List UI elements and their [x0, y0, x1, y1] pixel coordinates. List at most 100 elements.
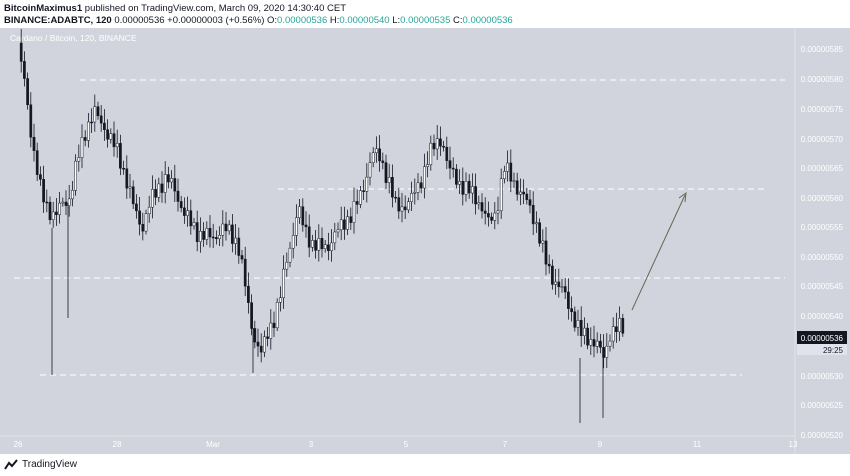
candle-body — [471, 186, 474, 194]
chart-watermark: Cardano / Bitcoin, 120, BINANCE — [10, 33, 137, 43]
open-label: O: — [267, 15, 278, 26]
candle-body — [442, 145, 445, 148]
candle-body — [125, 168, 129, 189]
candle-body — [298, 206, 301, 218]
candle-body — [407, 201, 410, 211]
current-price-marker: 0.00000536 29:25 — [797, 331, 847, 355]
candle-body — [467, 181, 471, 194]
candle-body — [173, 178, 177, 192]
candle-body — [317, 238, 321, 251]
candle-body — [608, 340, 612, 347]
price-tick-label: 0.00000520 — [801, 431, 844, 440]
candle-body — [567, 291, 570, 309]
candle-body — [519, 191, 522, 195]
author-name[interactable]: BitcoinMaximus1 — [4, 3, 83, 14]
candle-body — [480, 202, 484, 212]
price-axis[interactable]: 0.00000585 0.00000580 0.00000575 0.00000570… — [801, 45, 844, 440]
candle-body — [157, 183, 161, 198]
candle-body — [560, 286, 564, 288]
brand-name[interactable]: TradingView — [22, 459, 78, 470]
symbol-label: BINANCE:ADABTC, 120 — [4, 15, 112, 26]
candle-body — [410, 193, 413, 202]
candle-body — [371, 152, 375, 163]
candle-body — [535, 222, 538, 225]
candle-body — [282, 268, 285, 298]
candle-body — [573, 311, 577, 328]
candle-body — [605, 345, 609, 358]
candle-body — [71, 190, 74, 200]
candle-body — [432, 142, 436, 150]
candle-body — [58, 202, 61, 215]
change-value: 0.00000536 — [114, 15, 165, 26]
high-label: H: — [329, 15, 340, 26]
price-tick-label: 0.00000550 — [801, 253, 844, 262]
candle-body — [451, 167, 455, 170]
candle-body — [189, 210, 193, 227]
candle-body — [221, 223, 225, 236]
low-label: L: — [392, 15, 401, 26]
candle-body — [483, 210, 487, 214]
candle-body — [195, 222, 199, 242]
candle-body — [307, 226, 311, 248]
time-axis[interactable]: 26 28 Mar 3 5 7 9 11 13 — [14, 440, 798, 449]
candle-body — [285, 261, 289, 270]
candle-body — [368, 162, 372, 178]
candle-body — [343, 219, 346, 230]
candle-body — [355, 201, 359, 205]
current-price-label: 0.00000536 — [801, 334, 844, 343]
candle-body — [384, 162, 388, 183]
price-tick-label: 0.00000560 — [801, 194, 844, 203]
candle-body — [269, 322, 273, 339]
publish-text: published on TradingView.com, March 09, … — [84, 3, 347, 14]
candle-body — [621, 318, 625, 334]
price-tick-label: 0.00000525 — [801, 401, 844, 410]
candle-body — [391, 177, 394, 198]
candle-body — [346, 216, 349, 230]
candle-body — [109, 133, 113, 140]
candle-body — [579, 320, 583, 337]
support-resistance-lines[interactable] — [14, 79, 785, 376]
candle-body — [544, 240, 548, 265]
candle-body — [179, 201, 183, 209]
candle-body — [39, 174, 42, 180]
candle-body — [90, 121, 93, 124]
candle-body — [48, 201, 52, 220]
candle-body — [551, 265, 554, 285]
candle-body — [151, 189, 154, 208]
trend-arrow[interactable] — [631, 191, 687, 311]
candle-body — [202, 231, 205, 240]
price-chart[interactable]: Cardano / Bitcoin, 120, BINANCE 0.000005… — [0, 28, 850, 454]
candle-body — [439, 138, 442, 147]
candle-body — [570, 308, 573, 313]
candle-body — [615, 326, 618, 332]
candle-body — [327, 244, 330, 251]
candle-body — [96, 106, 100, 117]
candle-body — [445, 146, 449, 161]
time-tick-label: 28 — [113, 440, 122, 449]
candle-body — [515, 180, 519, 195]
candle-body — [336, 229, 340, 233]
candle-body — [23, 61, 26, 79]
candle-body — [547, 263, 551, 267]
close-label: C: — [453, 15, 463, 26]
time-tick-label: 9 — [598, 440, 603, 449]
close-value: 0.00000536 — [462, 15, 513, 26]
candle-body — [115, 143, 119, 148]
candle-body — [87, 121, 90, 141]
chart-background — [0, 28, 850, 454]
candle-body — [359, 190, 362, 205]
candle-body — [458, 181, 461, 185]
price-tick-label: 0.00000585 — [801, 45, 844, 54]
candle-body — [135, 203, 138, 212]
time-tick-label: Mar — [206, 440, 220, 449]
candle-body — [247, 285, 250, 303]
candle-body — [186, 210, 189, 216]
candle-body — [291, 235, 295, 249]
candle-body — [375, 148, 378, 154]
candle-body — [503, 171, 506, 180]
candle-body — [215, 237, 218, 240]
candle-body — [416, 182, 420, 193]
candle-body — [352, 201, 356, 223]
candle-body — [263, 336, 266, 353]
candle-body — [64, 201, 68, 206]
